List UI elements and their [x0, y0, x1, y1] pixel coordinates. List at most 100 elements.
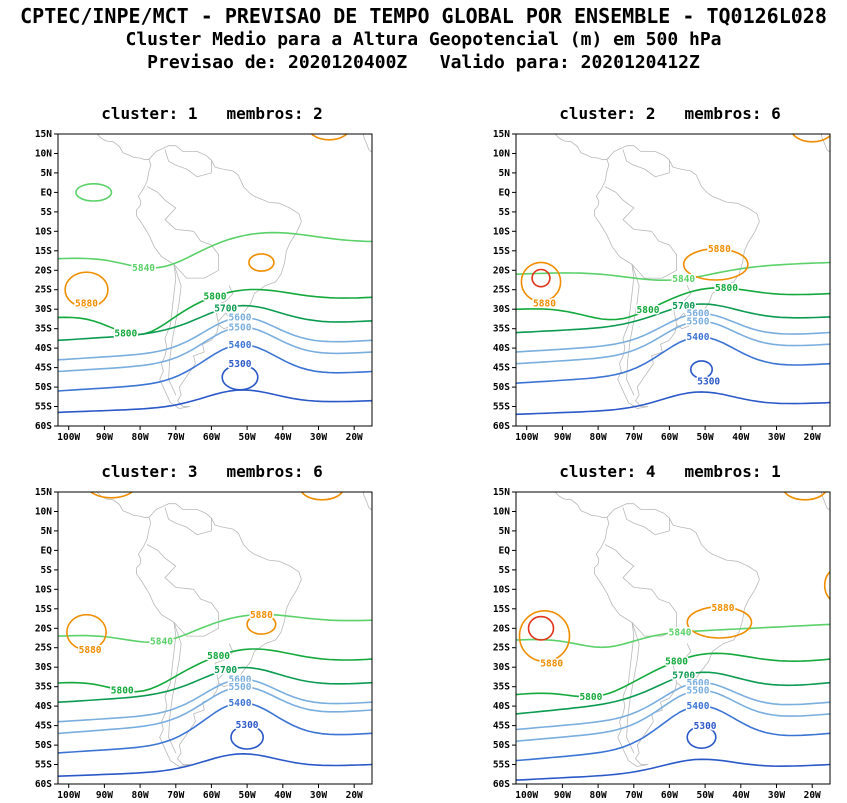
lat-tick-label: 30S	[35, 662, 52, 673]
lon-tick-label: 50W	[239, 790, 256, 801]
lat-tick-label: 15S	[493, 246, 510, 257]
cluster-panel-3: cluster: 3 membros: 6 5840 5800 5800 5700 56…	[28, 462, 380, 803]
lat-tick-label: 10N	[493, 149, 510, 160]
coastline	[136, 503, 302, 767]
closed-contour	[66, 613, 107, 651]
lon-tick-label: 50W	[697, 790, 714, 801]
coastline	[218, 312, 235, 326]
lon-tick-label: 80W	[590, 790, 607, 801]
svg-text:5800: 5800	[637, 305, 660, 316]
lat-tick-label: 15N	[35, 130, 52, 140]
lon-tick-label: 50W	[239, 432, 256, 443]
contour-map-2: 5840 5800 5800 5700 5600 5500 5400 5880 5880 5300…	[486, 130, 838, 448]
closed-contour	[230, 724, 265, 750]
contour-line	[516, 303, 830, 334]
contour-line	[58, 288, 372, 336]
forecast-times: Previsao de: 2020120400Z Valido para: 20…	[147, 52, 700, 73]
coastline	[554, 492, 608, 519]
contour-line	[516, 689, 830, 742]
lat-tick-label: 50S	[493, 382, 510, 393]
svg-text:5400: 5400	[687, 701, 710, 712]
closed-contour	[686, 605, 753, 639]
svg-text:5800: 5800	[207, 651, 230, 662]
lon-tick-label: 30W	[768, 790, 785, 801]
lat-tick-label: 5S	[499, 207, 511, 218]
lon-tick-label: 20W	[804, 790, 821, 801]
closed-contour	[823, 570, 830, 600]
svg-text:5880: 5880	[540, 659, 563, 670]
lon-tick-label: 40W	[274, 432, 291, 443]
lat-tick-label: 20S	[493, 623, 510, 634]
lat-tick-label: 25S	[35, 285, 52, 296]
contour-line	[58, 389, 372, 414]
svg-text:5400: 5400	[229, 698, 252, 709]
coastline	[146, 544, 177, 567]
lat-tick-label: 30S	[35, 304, 52, 315]
lat-tick-label: 20S	[35, 623, 52, 634]
lat-tick-label: 40S	[493, 343, 510, 354]
lat-tick-label: 55S	[35, 760, 52, 771]
lon-tick-label: 60W	[661, 432, 678, 443]
lat-tick-label: 15S	[35, 604, 52, 615]
contour-line	[58, 613, 372, 643]
svg-text:5880: 5880	[533, 299, 556, 310]
coastline	[164, 207, 219, 271]
contour-line	[516, 336, 830, 384]
lat-tick-label: 45S	[493, 363, 510, 374]
lat-tick-label: 60S	[35, 779, 52, 790]
contour-line	[516, 312, 830, 353]
contour-line	[516, 705, 830, 762]
closed-contour	[527, 615, 555, 641]
lon-tick-label: 40W	[732, 432, 749, 443]
contour-line	[58, 231, 372, 269]
lat-tick-label: 15N	[493, 488, 510, 498]
contour-line	[58, 648, 372, 693]
closed-contour	[75, 183, 113, 202]
lat-tick-label: 15S	[493, 604, 510, 615]
coastline	[604, 186, 635, 209]
lat-tick-label: 15N	[35, 488, 52, 498]
coastline	[168, 264, 182, 396]
svg-text:5880: 5880	[712, 603, 735, 614]
coastline	[218, 670, 235, 684]
contour-line	[58, 678, 372, 723]
closed-contour	[690, 360, 714, 379]
lon-tick-label: 40W	[732, 790, 749, 801]
coastline	[214, 643, 234, 684]
map-frame	[515, 133, 831, 427]
lat-tick-label: 10N	[35, 149, 52, 160]
lat-tick-label: 60S	[35, 421, 52, 432]
lat-tick-label: 35S	[35, 682, 52, 693]
lon-tick-label: 70W	[625, 790, 642, 801]
svg-text:5700: 5700	[672, 671, 695, 682]
coastline	[96, 492, 150, 519]
coastline	[626, 622, 640, 754]
svg-text:5880: 5880	[79, 645, 102, 656]
svg-text:5600: 5600	[229, 313, 252, 324]
lat-tick-label: 35S	[35, 324, 52, 335]
coastline	[173, 622, 219, 637]
coastline	[626, 264, 640, 396]
coastline	[622, 149, 670, 178]
lat-tick-label: 50S	[493, 740, 510, 751]
coastline	[622, 507, 670, 536]
lat-tick-label: 35S	[493, 682, 510, 693]
contour-line	[58, 326, 372, 373]
figure-header: CPTEC/INPE/MCT - PREVISAO DE TEMPO GLOBA…	[0, 4, 847, 74]
svg-text:5840: 5840	[672, 274, 695, 285]
closed-contour	[791, 134, 830, 143]
lat-tick-label: 10S	[35, 584, 52, 595]
lat-tick-label: 50S	[35, 740, 52, 751]
coastline	[164, 565, 219, 629]
lat-tick-label: EQ	[499, 187, 511, 198]
contour-line	[516, 261, 830, 281]
lat-tick-label: 45S	[35, 721, 52, 732]
lat-tick-label: 5N	[41, 168, 53, 179]
lat-tick-label: 25S	[493, 643, 510, 654]
lat-tick-label: 10S	[35, 226, 52, 237]
svg-text:5600: 5600	[687, 678, 710, 689]
coastline	[622, 207, 677, 271]
